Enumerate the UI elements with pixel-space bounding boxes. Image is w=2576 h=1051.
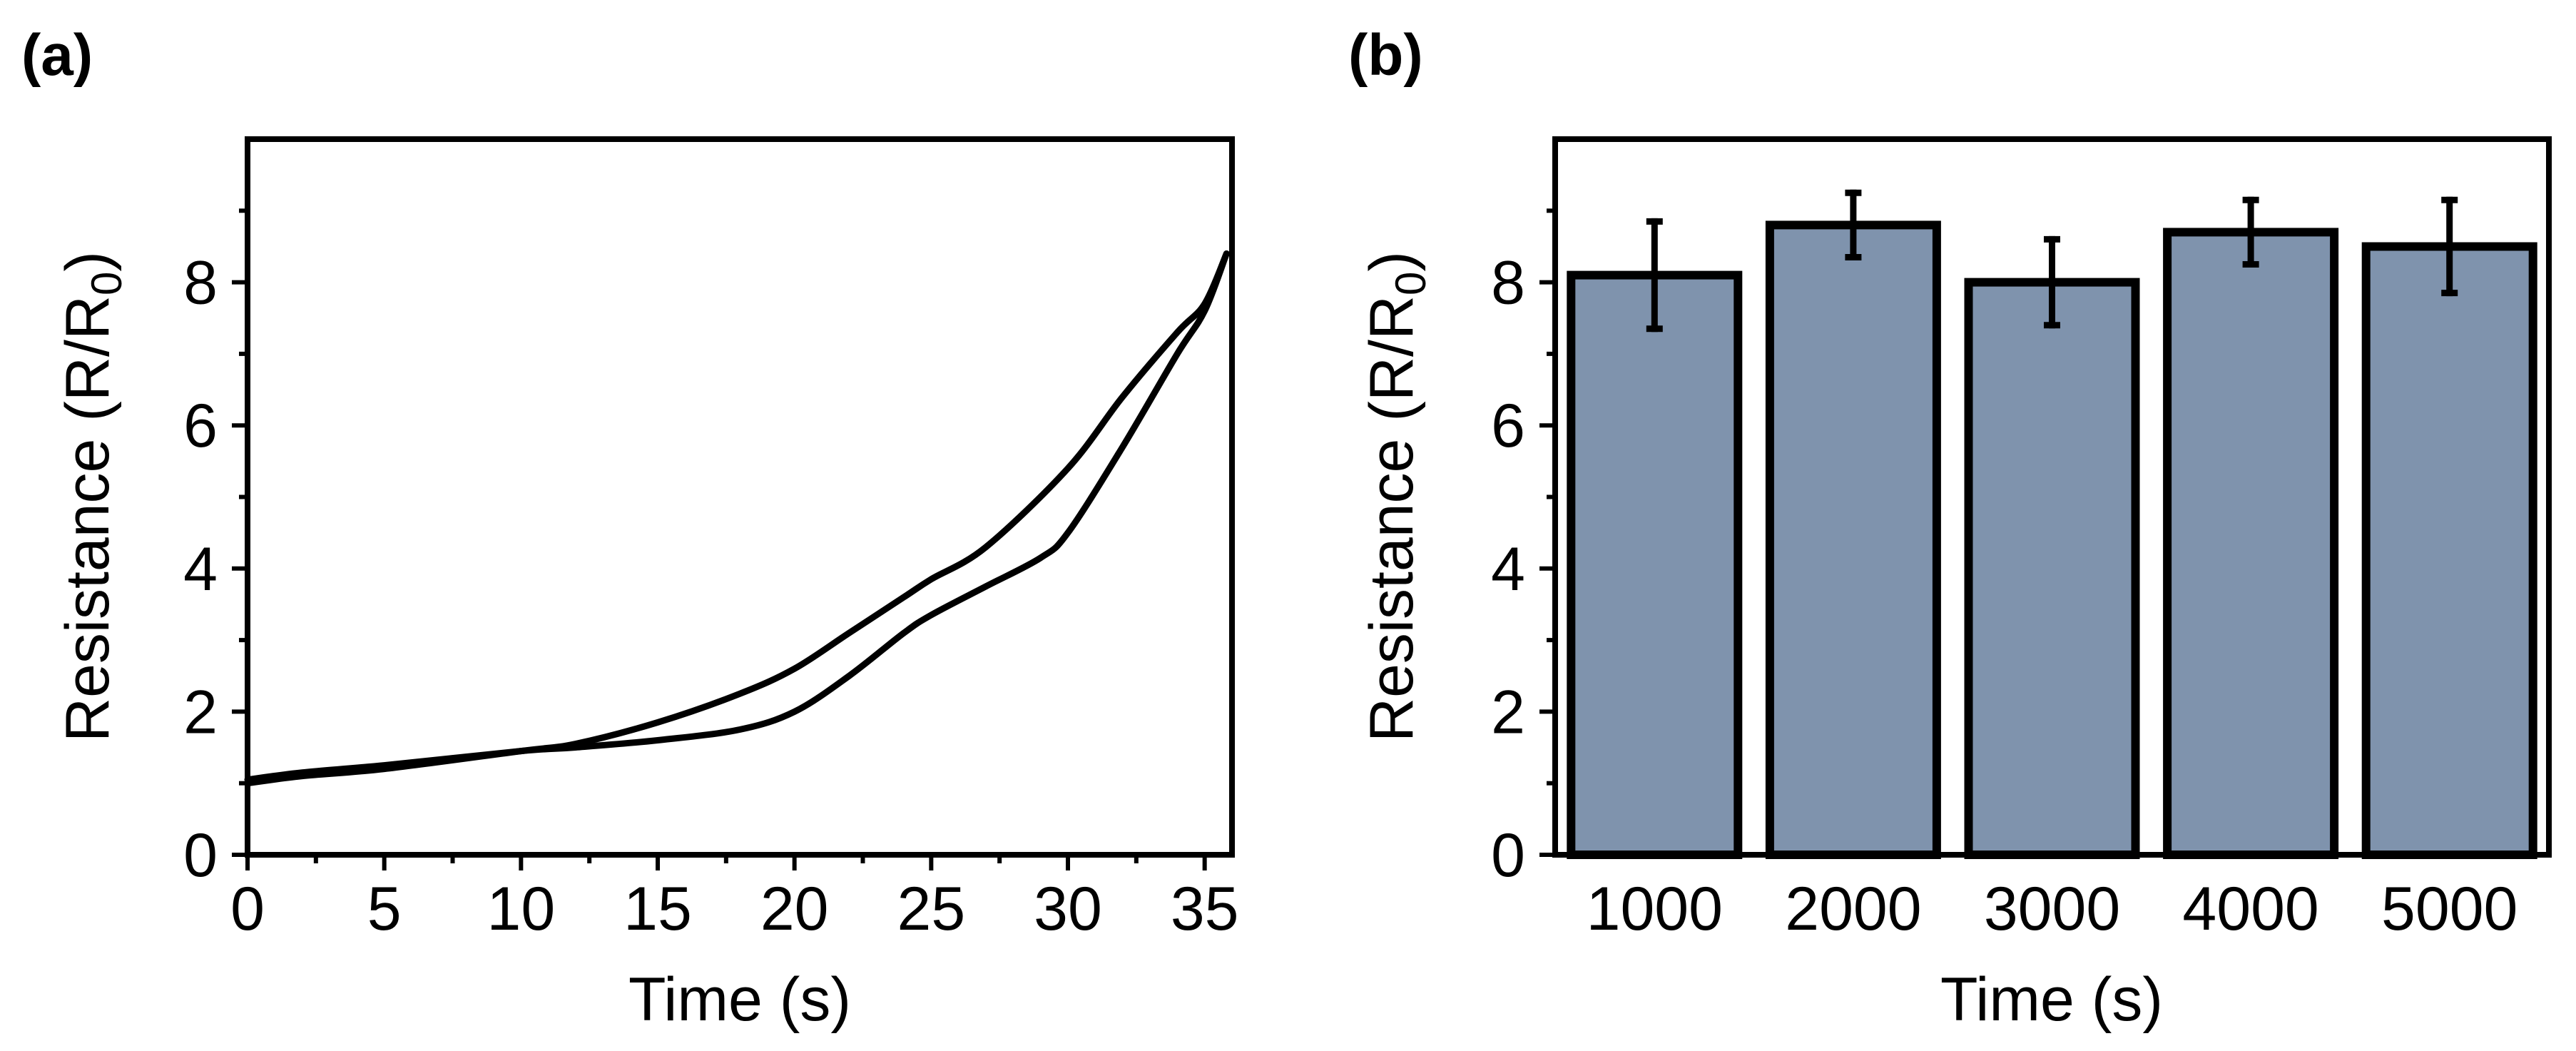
panel-a-y-tick-label: 2: [183, 678, 218, 746]
panel-a-y-tick-label: 4: [183, 535, 218, 604]
panel-a-y-tick-label: 6: [183, 392, 218, 460]
panel-b-x-axis-title: Time (s): [1940, 965, 2163, 1034]
panel-a-x-tick-label: 10: [487, 875, 555, 943]
panel-a-series-group: [244, 250, 1230, 787]
panel-b-y-tick-label: 6: [1491, 392, 1525, 460]
panel-b-y-tick-label: 8: [1491, 249, 1525, 318]
panel-b-y-tick-label: 4: [1491, 535, 1525, 604]
panel-a-label: (a): [21, 23, 93, 88]
bar-4000: [2163, 228, 2339, 859]
panel-a-y-title-subscript: 0: [83, 272, 131, 295]
panel-b-y-tick-label: 0: [1491, 821, 1525, 890]
panel-a-plot-frame: [245, 136, 1235, 858]
panel-b-x-tick-label: 1000: [1587, 875, 1723, 943]
panel-b-x-tick-label: 4000: [2182, 875, 2318, 943]
panel-a-line-chart: (a) 0 5 10 15 20 25 30 35 0 2 4 6 8 Time (s) Resista…: [21, 23, 1239, 1034]
bar-1000: [1567, 270, 1743, 860]
panel-b-y-tick-label: 2: [1491, 678, 1525, 746]
panel-b-y-axis-title: Resistance (R/R0): [1358, 251, 1435, 742]
panel-b-y-title-close: ): [1358, 251, 1426, 272]
panel-a-y-tick-label: 0: [183, 821, 218, 890]
panel-a-x-tick-label: 5: [367, 875, 402, 943]
panel-a-y-tick-label: 8: [183, 249, 218, 318]
bar-3000: [1964, 278, 2140, 860]
bar-2000: [1765, 220, 1941, 859]
panel-b-y-title-subscript: 0: [1387, 272, 1435, 295]
panel-a-x-axis-title: Time (s): [628, 965, 851, 1034]
panel-a-y-title-main: Resistance (R/R: [54, 295, 122, 742]
panel-a-x-tick-label: 30: [1034, 875, 1102, 943]
panel-a-x-tick-label: 20: [760, 875, 829, 943]
panel-b-axis-ticks: 1000 2000 3000 4000 5000 0 2 4 6 8: [1491, 208, 2518, 943]
panel-a-x-tick-label: 35: [1171, 875, 1239, 943]
bar-5000: [2361, 242, 2537, 859]
panel-a-x-tick-label: 15: [623, 875, 692, 943]
panel-b-label: (b): [1348, 23, 1423, 88]
panel-b-x-tick-label: 2000: [1785, 875, 1921, 943]
panel-a-axis-ticks: 0 5 10 15 20 25 30 35 0 2 4 6 8: [183, 208, 1239, 943]
panel-b-x-tick-label: 3000: [1984, 875, 2120, 943]
panel-a-x-tick-label: 25: [897, 875, 965, 943]
panel-a-series-unloading: [244, 250, 1230, 783]
panel-a-y-title-close: ): [54, 251, 122, 272]
panel-b-bars-group: [1567, 189, 2537, 860]
panel-a-x-tick-label: 0: [230, 875, 265, 943]
panel-b-bar-chart: (b) 1000 2000 3000 4000 5000 0 2 4 6 8 Time (s) R…: [1348, 23, 2552, 1034]
panel-b-x-tick-label: 5000: [2381, 875, 2518, 943]
panel-a-y-axis-title: Resistance (R/R0): [54, 251, 131, 742]
panel-b-y-title-main: Resistance (R/R: [1358, 295, 1426, 742]
